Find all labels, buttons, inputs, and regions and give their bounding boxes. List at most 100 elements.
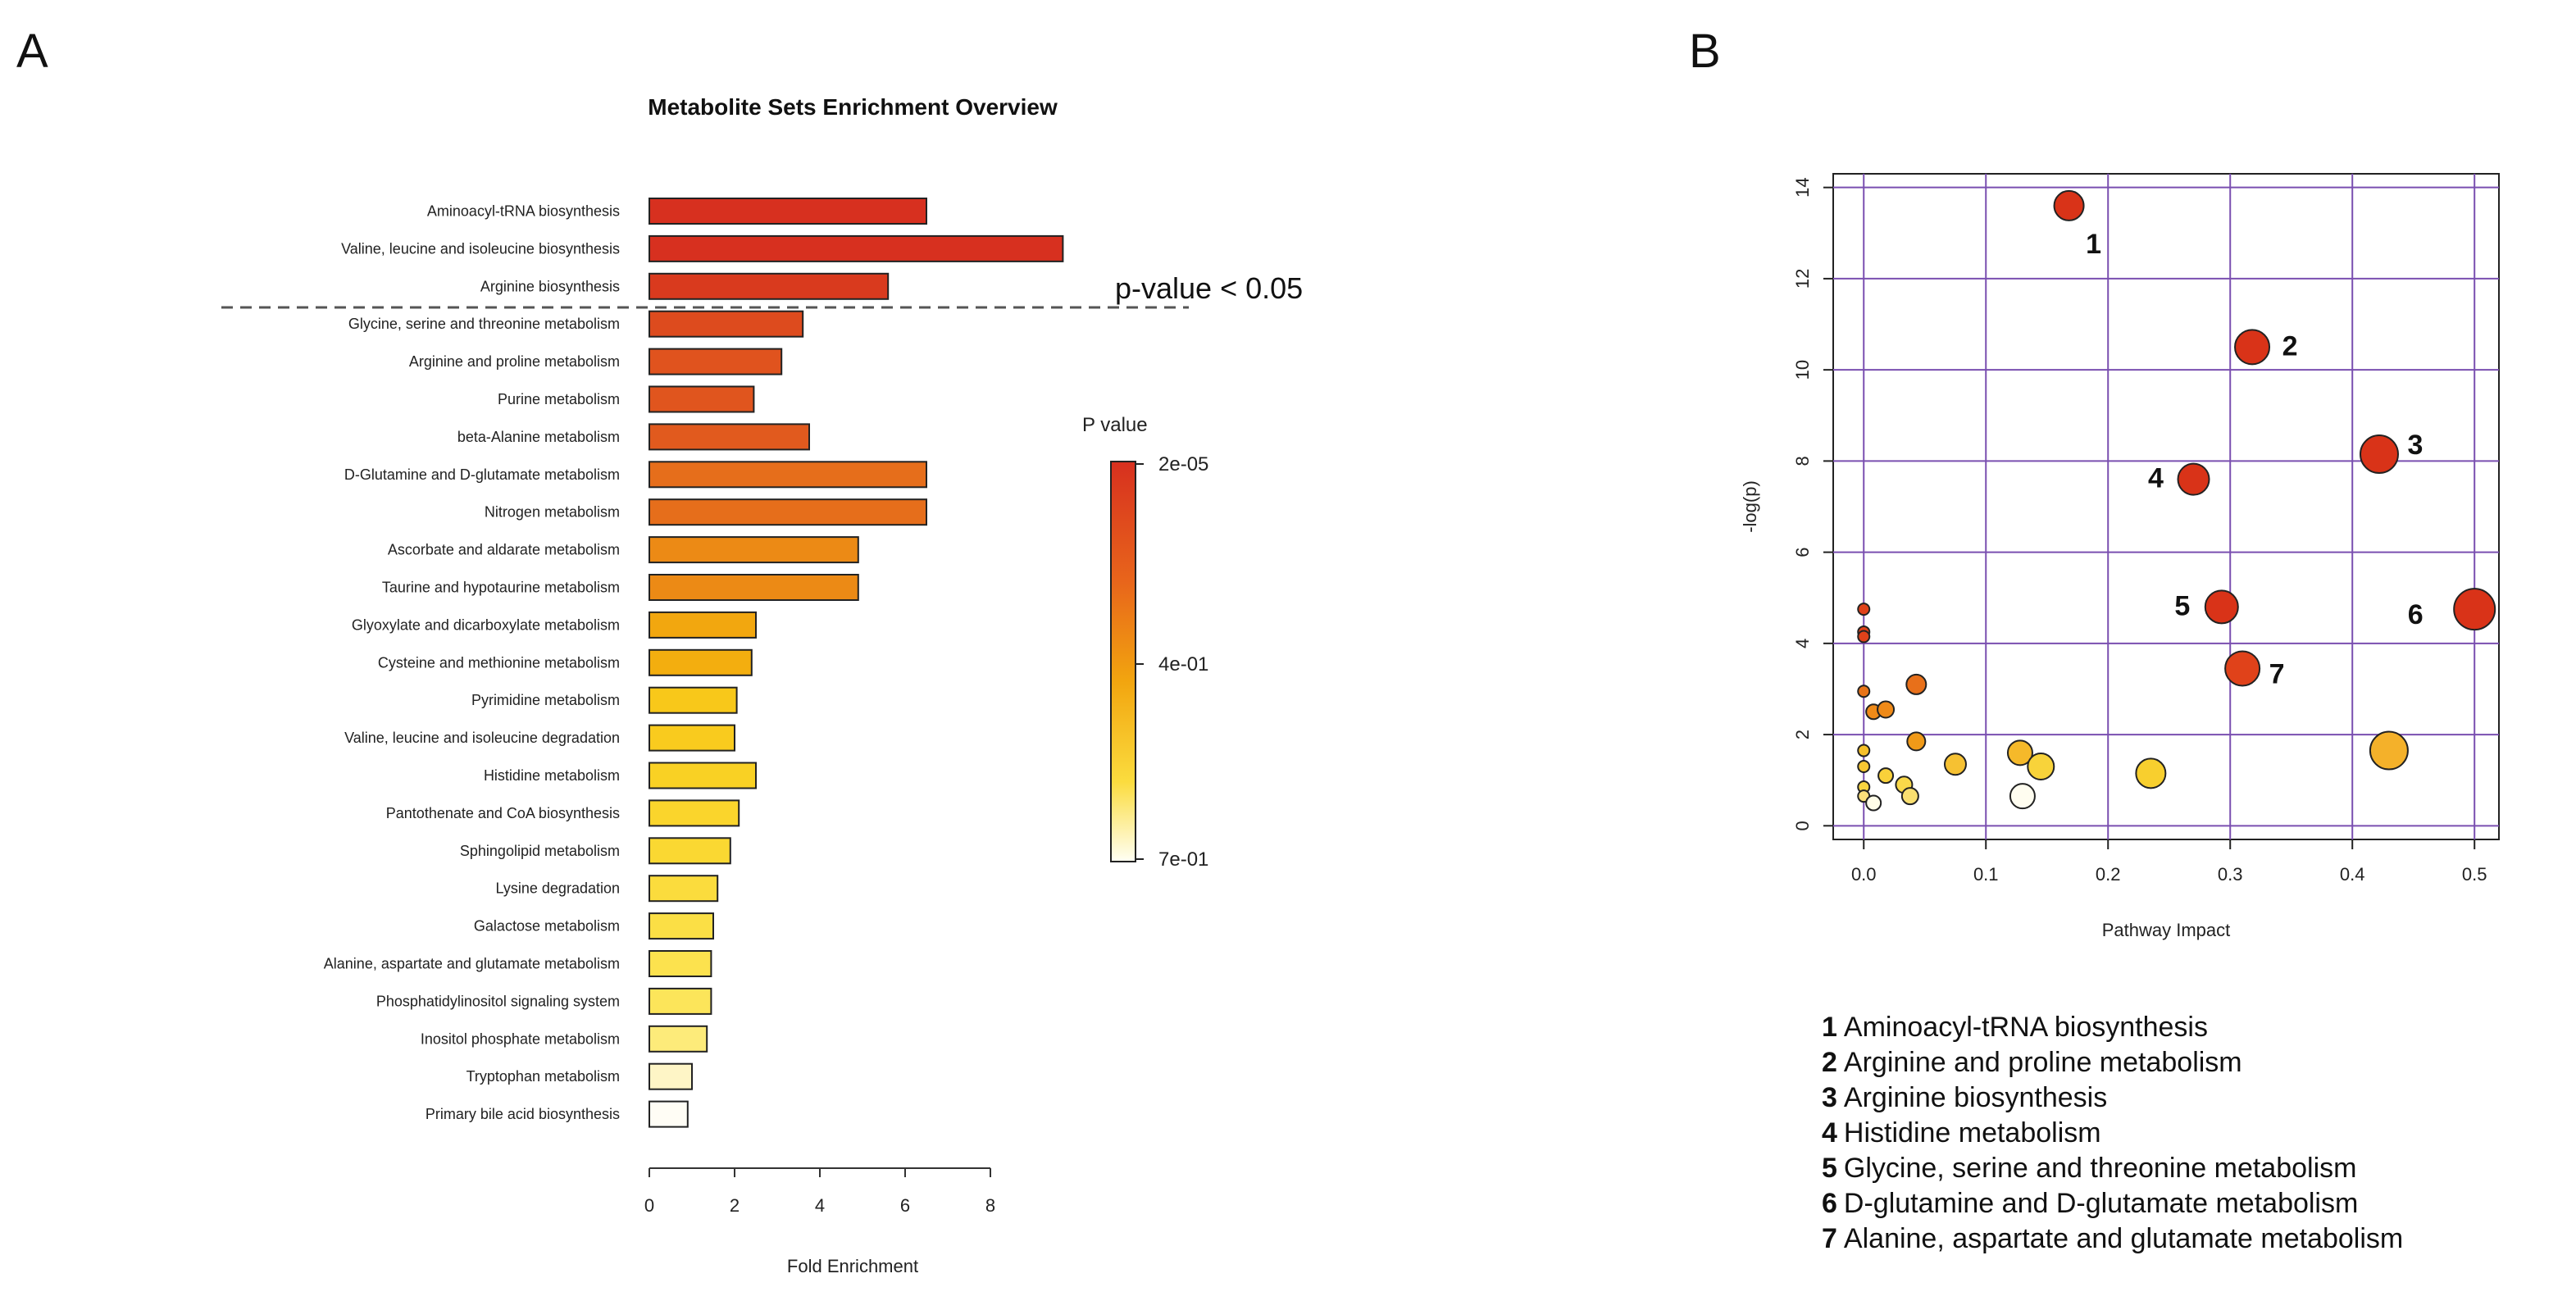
bar bbox=[649, 987, 712, 1015]
panel-a-letter: A bbox=[16, 25, 48, 78]
scatter-point bbox=[2027, 753, 2055, 781]
p-value-legend-mid: 4e-01 bbox=[1158, 653, 1208, 675]
scatter-point bbox=[1857, 760, 1871, 774]
y-axis-label: -log(p) bbox=[1740, 480, 1760, 533]
scatter-point bbox=[2177, 462, 2210, 496]
y-tick-label: 6 bbox=[1792, 547, 1813, 557]
bar-category-label: Sphingolipid metabolism bbox=[460, 843, 620, 859]
scatter-point bbox=[2135, 757, 2167, 789]
p-value-legend-top: 2e-05 bbox=[1158, 453, 1208, 475]
bar bbox=[649, 950, 712, 977]
bar bbox=[649, 648, 753, 676]
pathway-key-name: Arginine biosynthesis bbox=[1843, 1082, 2108, 1113]
bar bbox=[649, 837, 731, 865]
bar-category-label: Glyoxylate and dicarboxylate metabolism bbox=[352, 616, 620, 633]
p-value-legend-title: P value bbox=[1082, 414, 1148, 436]
pathway-key-number: 5 bbox=[1822, 1153, 1837, 1184]
scatter-point bbox=[1900, 787, 1919, 806]
bar bbox=[649, 385, 755, 413]
x-tick-label: 0.3 bbox=[2218, 864, 2243, 885]
bar-category-label: Valine, leucine and isoleucine degradati… bbox=[344, 730, 620, 746]
pathway-key-row: 2 Arginine and proline metabolism bbox=[1822, 1045, 2403, 1080]
point-number-label: 1 bbox=[2086, 229, 2101, 260]
bar bbox=[649, 1062, 693, 1090]
pathway-key-number: 7 bbox=[1822, 1223, 1837, 1254]
bar-category-label: Tryptophan metabolism bbox=[467, 1068, 620, 1085]
bar-category-label: Aminoacyl-tRNA biosynthesis bbox=[427, 203, 620, 220]
bar bbox=[649, 272, 890, 300]
scatter-point bbox=[2053, 189, 2085, 221]
scatter-point bbox=[2453, 588, 2496, 631]
pathway-key-number: 4 bbox=[1822, 1117, 1837, 1149]
pathway-key-name: Arginine and proline metabolism bbox=[1843, 1047, 2242, 1078]
x-tick-label: 0.0 bbox=[1851, 864, 1877, 885]
pathway-key-name: Glycine, serine and threonine metabolism bbox=[1843, 1153, 2357, 1184]
scatter-point bbox=[1905, 673, 1927, 695]
pathway-key-name: Histidine metabolism bbox=[1843, 1117, 2101, 1149]
x-axis-label: Pathway Impact bbox=[2102, 920, 2231, 940]
bar-category-label: Nitrogen metabolism bbox=[485, 504, 620, 521]
bar bbox=[649, 875, 719, 903]
scatter-point bbox=[2234, 329, 2271, 366]
scatter-point bbox=[2359, 434, 2399, 475]
scatter-point bbox=[1857, 630, 1871, 644]
pathway-key-number: 3 bbox=[1822, 1082, 1837, 1113]
x-tick-label: 0.2 bbox=[2096, 864, 2121, 885]
y-tick-label: 10 bbox=[1792, 360, 1813, 380]
pathway-key-row: 5 Glycine, serine and threonine metabolis… bbox=[1822, 1151, 2403, 1186]
scatter-point bbox=[2009, 783, 2036, 810]
pathway-key-row: 4 Histidine metabolism bbox=[1822, 1116, 2403, 1151]
p-value-legend-bottom: 7e-01 bbox=[1158, 848, 1208, 871]
bar-category-label: Pyrimidine metabolism bbox=[471, 692, 620, 708]
scatter-point bbox=[1877, 700, 1896, 719]
p-value-legend: P value 2e-05 4e-01 7e-01 bbox=[1082, 414, 1208, 871]
bar bbox=[649, 574, 859, 601]
pathway-key-number: 1 bbox=[1822, 1012, 1837, 1043]
y-tick-label: 2 bbox=[1792, 730, 1813, 739]
bar bbox=[649, 724, 735, 752]
y-tick-label: 8 bbox=[1792, 456, 1813, 466]
bar bbox=[649, 912, 714, 940]
x-tick-label: 8 bbox=[985, 1195, 995, 1216]
x-axis-label: Fold Enrichment bbox=[787, 1256, 918, 1276]
x-tick-label: 6 bbox=[900, 1195, 910, 1216]
y-tick-label: 4 bbox=[1792, 639, 1813, 648]
pathway-key-row: 3 Arginine biosynthesis bbox=[1822, 1080, 2403, 1116]
bar bbox=[649, 498, 927, 526]
point-number-label: 4 bbox=[2148, 463, 2164, 494]
pathway-key-number: 6 bbox=[1822, 1188, 1837, 1219]
scatter-point bbox=[2369, 730, 2409, 771]
bar-category-label: Valine, leucine and isoleucine biosynthe… bbox=[341, 240, 620, 257]
bar bbox=[649, 423, 810, 451]
p-value-gradient-bar bbox=[1110, 461, 1136, 862]
bar-category-label: Taurine and hypotaurine metabolism bbox=[382, 580, 620, 596]
pathway-key-row: 1 Aminoacyl-tRNA biosynthesis bbox=[1822, 1010, 2403, 1045]
bar bbox=[649, 1025, 708, 1053]
scatter-point bbox=[1857, 603, 1871, 616]
bar-category-label: beta-Alanine metabolism bbox=[457, 429, 620, 445]
pathway-key-name: Aminoacyl-tRNA biosynthesis bbox=[1843, 1012, 2208, 1043]
scatter-point bbox=[1943, 753, 1967, 776]
pathway-key-name: D-glutamine and D-glutamate metabolism bbox=[1843, 1188, 2359, 1219]
bar-category-label: Ascorbate and aldarate metabolism bbox=[388, 542, 620, 558]
x-tick-label: 4 bbox=[815, 1195, 825, 1216]
bar-category-label: Purine metabolism bbox=[498, 391, 620, 407]
x-tick-label: 2 bbox=[730, 1195, 740, 1216]
pathway-key-name: Alanine, aspartate and glutamate metabol… bbox=[1843, 1223, 2404, 1254]
y-tick-label: 14 bbox=[1792, 177, 1813, 197]
bar-chart-title: Metabolite Sets Enrichment Overview bbox=[648, 94, 1058, 120]
bar bbox=[649, 611, 757, 639]
bar bbox=[649, 686, 738, 714]
bar-category-label: Pantothenate and CoA biosynthesis bbox=[386, 805, 620, 821]
bar-category-label: Lysine degradation bbox=[496, 880, 620, 897]
bar bbox=[649, 536, 859, 564]
enrichment-bar-chart: Metabolite Sets Enrichment Overview Amin… bbox=[221, 94, 1303, 1276]
bar-category-label: Galactose metabolism bbox=[474, 918, 620, 935]
y-tick-label: 12 bbox=[1792, 269, 1813, 289]
scatter-point bbox=[2224, 650, 2261, 687]
bar bbox=[649, 1100, 689, 1128]
scatter-point bbox=[1857, 744, 1871, 757]
scatter-point bbox=[1877, 767, 1895, 785]
